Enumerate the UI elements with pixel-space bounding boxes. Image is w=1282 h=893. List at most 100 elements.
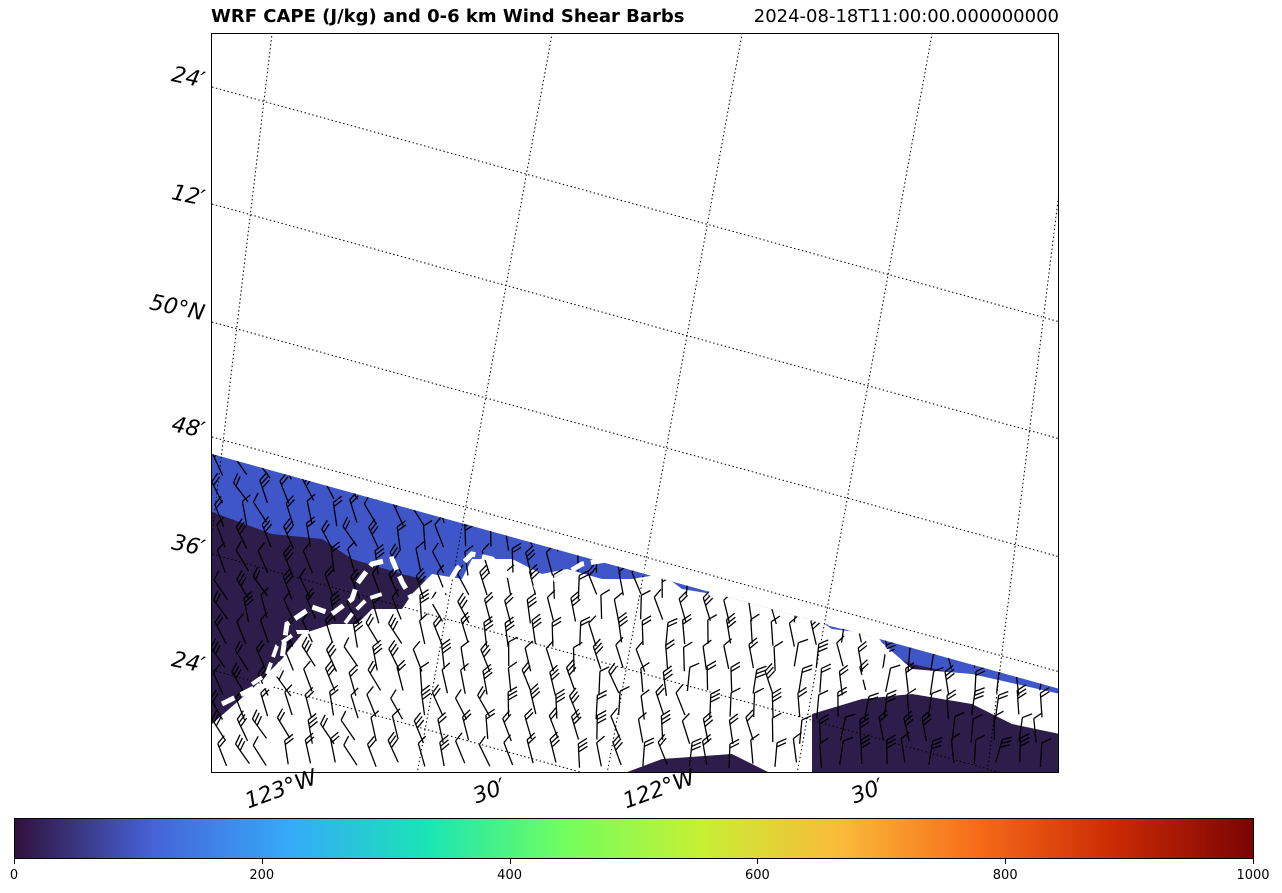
wind-barb [365, 613, 380, 644]
colorbar-tick [1253, 859, 1254, 864]
wind-barb [970, 454, 987, 476]
wind-barb [588, 615, 597, 647]
wind-barb [617, 685, 630, 715]
wind-barb [483, 616, 494, 647]
wind-barb [1040, 546, 1057, 574]
wind-barb [837, 494, 848, 525]
wind-barb [838, 736, 854, 765]
wind-barb [922, 516, 934, 547]
wind-barb [860, 497, 871, 528]
wind-barb [664, 540, 675, 571]
wind-barb [797, 566, 808, 597]
wind-barb [732, 496, 747, 525]
wind-barb [949, 519, 960, 550]
wind-barb [434, 516, 445, 548]
wind-barb [252, 492, 268, 523]
wind-barb [921, 710, 932, 742]
wind-barb [1037, 616, 1052, 645]
wind-barb [770, 615, 781, 646]
wind-barb [302, 542, 314, 574]
wind-barb [522, 468, 533, 500]
wind-barb [878, 540, 890, 571]
wind-barb [545, 640, 555, 672]
wind-barb [678, 492, 690, 524]
wind-barb [350, 687, 359, 719]
wind-barb [347, 454, 358, 477]
wind-barb [387, 614, 403, 644]
wind-barb [259, 472, 270, 504]
wind-barb [706, 660, 717, 691]
wind-barb [329, 684, 339, 716]
wind-barb [946, 689, 957, 720]
wind-barb [771, 712, 782, 743]
wind-barb [567, 454, 580, 479]
wind-barb [596, 735, 605, 767]
wind-barb [878, 709, 889, 741]
wind-barb [773, 640, 784, 671]
wind-barb [214, 496, 225, 527]
colorbar-tick-label: 200 [249, 868, 275, 883]
wind-barb [643, 469, 654, 500]
colorbar-tick [1005, 859, 1007, 864]
wind-barb [1013, 589, 1026, 619]
wind-barb [662, 665, 673, 696]
wind-barb [792, 731, 802, 763]
wind-barb [859, 544, 870, 575]
wind-barb [460, 663, 469, 694]
wind-barb [878, 517, 888, 549]
wind-barb [723, 638, 733, 670]
wind-barb [417, 735, 427, 767]
wind-barb [320, 714, 335, 745]
wind-barb [587, 563, 598, 595]
wind-barb [371, 564, 382, 596]
wind-barb [372, 639, 383, 671]
wind-barb [765, 454, 777, 478]
wind-barb [545, 492, 557, 523]
wind-barb [814, 565, 824, 597]
wind-barb [243, 591, 254, 622]
wind-barb [926, 542, 937, 572]
wind-barb [366, 735, 377, 767]
wind-barb [480, 641, 491, 673]
wind-barb [1037, 454, 1047, 475]
wind-barb [969, 616, 985, 644]
wind-barb [252, 735, 267, 766]
wind-barb [788, 615, 798, 647]
latitude-line [212, 86, 1058, 322]
wind-barb [304, 686, 315, 718]
wind-barb [637, 712, 647, 743]
wind-barb [970, 687, 985, 716]
wind-barb [524, 640, 534, 672]
wind-barb [748, 454, 759, 478]
wind-barb [1014, 615, 1026, 646]
graticule [212, 34, 1058, 772]
wind-barb [1032, 491, 1043, 523]
wind-barb [948, 569, 963, 598]
wind-barb [298, 454, 312, 479]
wind-barb [257, 542, 269, 574]
wind-barb [967, 564, 978, 596]
wind-barb [324, 565, 334, 597]
wind-barb [900, 563, 912, 595]
wind-barb [929, 454, 940, 479]
wind-barb [390, 689, 404, 720]
wind-barb [777, 470, 792, 500]
wind-barb [991, 541, 1002, 572]
wind-barb [507, 636, 518, 667]
wind-barb [774, 738, 787, 767]
wind-barb [235, 540, 250, 572]
land-mask [212, 559, 1058, 772]
wind-barb [236, 613, 247, 645]
wind-barb [526, 732, 537, 764]
wind-barb [942, 540, 952, 572]
wind-barb [839, 590, 850, 622]
wind-barb [885, 734, 896, 765]
wind-barb [460, 611, 470, 643]
wind-barb [653, 588, 664, 620]
wind-barb [995, 454, 1006, 477]
longitude-line [986, 196, 1058, 772]
wind-barb [973, 588, 984, 619]
wind-barb [641, 615, 652, 646]
wind-barb [367, 660, 382, 691]
wind-barb [926, 567, 937, 598]
